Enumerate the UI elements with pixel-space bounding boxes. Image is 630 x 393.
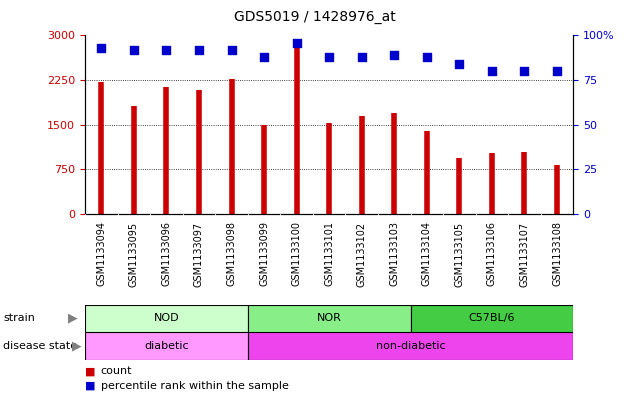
Point [96,45,106,51]
Point [259,54,269,60]
Bar [85,305,248,332]
Text: diabetic: diabetic [144,341,189,351]
Text: GSM1133098: GSM1133098 [227,221,236,286]
Text: ■: ■ [85,381,96,391]
Point [161,46,171,53]
Point [422,54,432,60]
Text: GSM1133104: GSM1133104 [422,221,432,286]
Text: ▶: ▶ [67,312,77,325]
Text: GSM1133103: GSM1133103 [389,221,399,286]
Text: GSM1133097: GSM1133097 [194,221,204,286]
Text: C57BL/6: C57BL/6 [469,313,515,323]
Bar [248,332,573,360]
Point [129,46,139,53]
Text: GSM1133096: GSM1133096 [161,221,171,286]
Point [227,46,237,53]
Point [552,68,562,74]
Point [357,54,367,60]
Point [324,54,335,60]
Text: GSM1133108: GSM1133108 [552,221,562,286]
Text: disease state: disease state [3,341,77,351]
Point [454,61,464,67]
Text: GSM1133100: GSM1133100 [292,221,302,286]
Point [389,52,399,58]
Text: GDS5019 / 1428976_at: GDS5019 / 1428976_at [234,10,396,24]
Text: ▶: ▶ [72,339,82,353]
Bar [248,305,411,332]
Point [292,39,302,46]
Text: non-diabetic: non-diabetic [375,341,445,351]
Text: GSM1133099: GSM1133099 [259,221,269,286]
Point [487,68,497,74]
Text: GSM1133094: GSM1133094 [96,221,106,286]
Text: ■: ■ [85,366,96,376]
Bar [411,305,573,332]
Bar [85,332,248,360]
Text: NOR: NOR [317,313,341,323]
Text: count: count [101,366,132,376]
Text: strain: strain [3,313,35,323]
Text: GSM1133106: GSM1133106 [487,221,497,286]
Text: percentile rank within the sample: percentile rank within the sample [101,381,289,391]
Text: NOD: NOD [154,313,180,323]
Text: GSM1133101: GSM1133101 [324,221,334,286]
Text: GSM1133105: GSM1133105 [454,221,464,286]
Text: GSM1133095: GSM1133095 [129,221,139,286]
Point [519,68,529,74]
Text: GSM1133102: GSM1133102 [357,221,367,286]
Text: GSM1133107: GSM1133107 [520,221,529,286]
Point [194,46,204,53]
